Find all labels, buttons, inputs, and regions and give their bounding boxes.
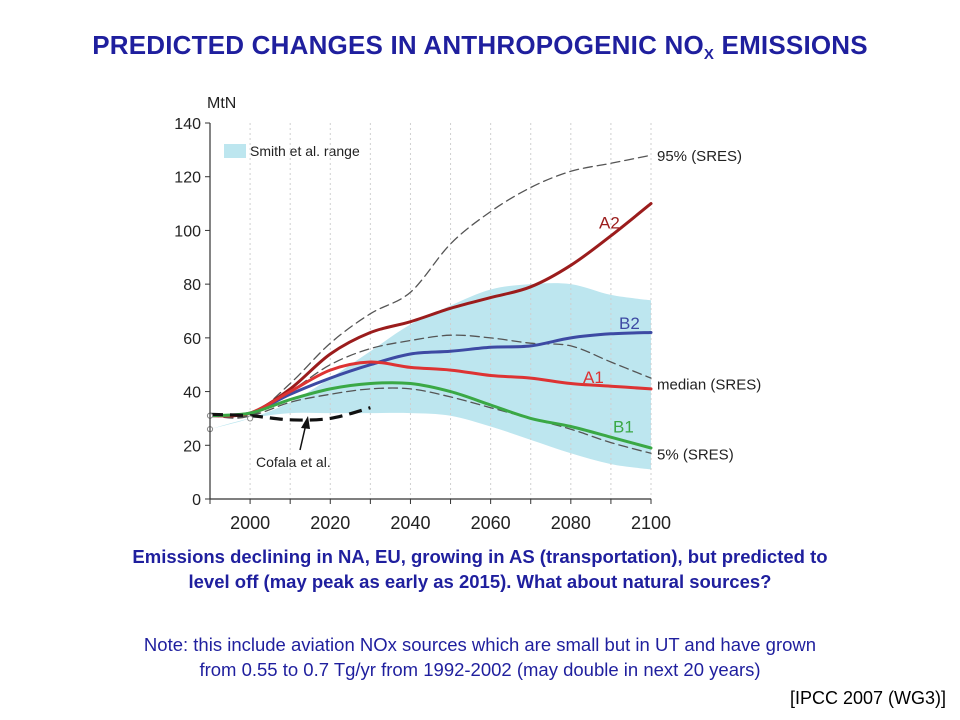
series-layer [206, 154, 653, 454]
series-labels: 95% (SRES) median (SRES) 5% (SRES) A2 B2 A1 B1 [583, 148, 761, 463]
x-tick-label: 2040 [390, 513, 430, 533]
x-tick-label: 2100 [631, 513, 671, 533]
series-line-b2 [208, 331, 653, 418]
series-line-95-sres [209, 154, 652, 419]
smith-range-band [210, 283, 651, 470]
x-tick-label: 2000 [230, 513, 270, 533]
series-label-95-sres: 95% (SRES) [657, 148, 742, 165]
y-tick-label: 120 [174, 170, 201, 187]
y-tick-label: 0 [192, 492, 201, 509]
title-suffix: EMISSIONS [714, 30, 868, 60]
title-main: PREDICTED CHANGES IN ANTHROPOGENIC NO [92, 30, 704, 60]
caption-note-line2: from 0.55 to 0.7 Tg/yr from 1992-2002 (m… [199, 659, 761, 680]
legend: Smith et al. range [224, 143, 360, 159]
y-tick-label: 140 [174, 116, 201, 133]
x-tick-label: 2020 [310, 513, 350, 533]
series-line-a1 [208, 360, 653, 418]
source-citation: [IPCC 2007 (WG3)] [789, 688, 946, 708]
emissions-chart: Smith et al. range 020406080100120140200… [174, 95, 761, 533]
x-tick-label: 2060 [471, 513, 511, 533]
y-axis-label: MtN [207, 95, 236, 112]
series-line-a2 [208, 202, 653, 418]
series-line-median-sres [209, 334, 652, 419]
cofala-arrow-head [301, 416, 310, 429]
caption-main: Emissions declining in NA, EU, growing i… [20, 544, 940, 594]
y-tick-label: 20 [183, 438, 201, 455]
band-layer [210, 283, 651, 470]
series-line-5-sres [209, 387, 652, 454]
series-label-b1: B1 [613, 417, 634, 436]
series-line-cofala-et-al [209, 406, 371, 422]
annotations: Cofala et al. [256, 416, 331, 470]
series-label-b2: B2 [619, 314, 640, 333]
series-label-a2: A2 [599, 213, 620, 232]
caption-note: Note: this include aviation NOx sources … [20, 632, 940, 682]
caption-note-line1: Note: this include aviation NOx sources … [143, 634, 817, 655]
y-tick-label: 60 [183, 331, 201, 348]
y-tick-label: 80 [183, 277, 201, 294]
y-tick-label: 40 [183, 385, 201, 402]
series-label-median-sres: median (SRES) [657, 377, 761, 394]
data-point-marker [246, 415, 254, 422]
caption-main-line2: level off (may peak as early as 2015). W… [188, 571, 772, 592]
annotation-cofala: Cofala et al. [256, 454, 331, 470]
page-title: PREDICTED CHANGES IN ANTHROPOGENIC NOX E… [0, 30, 960, 63]
y-tick-label: 100 [174, 223, 201, 240]
title-subscript: X [703, 46, 715, 63]
legend-swatch [224, 144, 246, 158]
caption-main-line1: Emissions declining in NA, EU, growing i… [132, 546, 828, 567]
legend-label: Smith et al. range [250, 143, 360, 159]
series-label-5-sres: 5% (SRES) [657, 446, 734, 463]
series-line-b1 [208, 381, 653, 450]
x-tick-label: 2080 [551, 513, 591, 533]
series-label-a1: A1 [583, 368, 604, 387]
